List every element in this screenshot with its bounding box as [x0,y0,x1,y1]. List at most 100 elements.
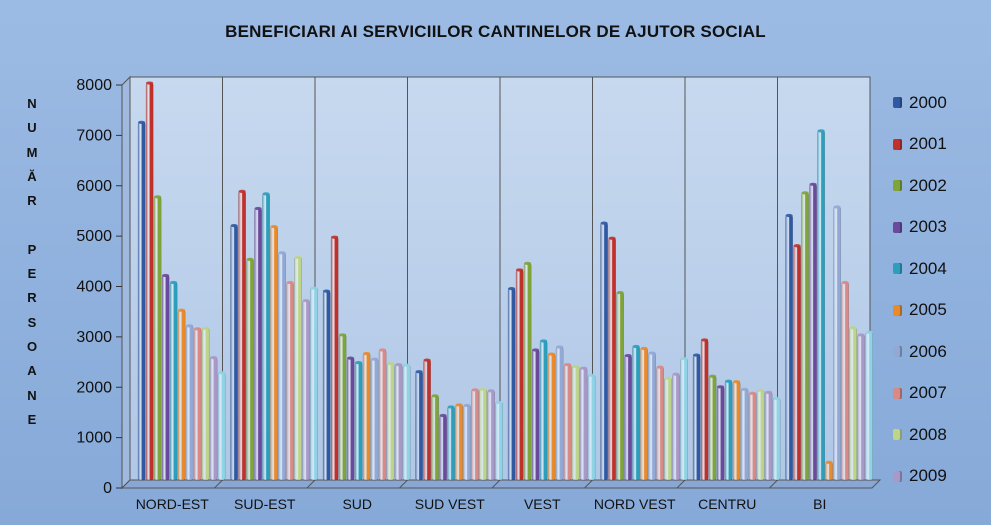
bar-body [664,377,672,481]
bar [857,333,865,481]
bar-top [154,195,162,199]
bar-top [648,351,656,355]
bar [656,365,664,481]
bar-top [395,363,403,367]
bar [423,358,431,481]
bar-body [209,357,218,481]
bar [286,280,294,481]
bar-top [310,286,318,290]
bar-body [161,275,170,481]
bar-body [740,389,749,481]
bar-top [194,327,202,331]
category-floor-line [214,479,223,489]
bar [169,280,178,481]
legend-label: 2009 [909,466,947,486]
bar-body [732,381,741,481]
y-tick-label: 0 [103,480,112,497]
bar-top [757,388,765,392]
bar [447,405,455,481]
legend-label: 2004 [909,258,947,278]
bar-body [386,363,395,481]
bar-top [709,374,717,378]
bar-body [262,193,270,481]
bar [455,403,463,481]
bar [338,333,347,481]
bar-top [423,358,431,362]
bar-body [246,259,254,481]
bar-top [178,308,186,312]
bar-top [355,361,363,365]
bar [209,355,218,481]
bar [495,400,503,481]
bar-body [354,362,363,481]
bar [700,338,709,481]
bar-body [310,287,318,481]
bar [692,353,701,481]
bar-body [254,208,262,481]
bar [201,326,210,481]
bar [716,385,725,481]
bar-top [817,129,825,133]
bar-body [322,290,331,481]
bar-top [339,333,347,337]
bar-top [138,120,146,124]
bar-top [632,344,640,349]
bar-top [439,413,447,418]
bar [310,286,318,481]
bar-top [162,273,170,278]
x-tick-label: BI [813,496,826,512]
bar [193,327,202,481]
bar-top [447,405,455,409]
legend-swatch [893,387,902,399]
bar-top [387,362,395,366]
bar-top [202,326,210,330]
bar [841,280,849,481]
bar-body [756,390,765,481]
y-tick-label: 7000 [76,127,112,144]
bar-top [371,357,379,361]
bar-top [323,289,331,293]
bar [817,129,825,481]
y-tick-label: 8000 [76,77,112,94]
bar-body [495,402,503,481]
bar-body [431,395,439,481]
bar [756,388,765,481]
bar [262,192,270,481]
bar-body [507,288,516,481]
bar-top [801,191,809,195]
bar [547,352,556,481]
bar-top [532,348,540,352]
bar-top [785,213,793,218]
bar-body [801,192,809,481]
legend-label: 2002 [909,175,947,195]
chart-title: BENEFICIARI AI SERVICIILOR CANTINELOR DE… [225,22,766,41]
bar-body [865,332,873,481]
bar-top [588,373,596,377]
bar-top [572,365,580,369]
legend-swatch [893,304,902,316]
bar-body [479,389,487,481]
bar [479,387,487,481]
bar-body [169,282,178,481]
legend-swatch [893,138,902,150]
y-axis-label: N U M Ă R P E R S O A N E [26,96,38,427]
legend-label: 2003 [909,217,947,237]
bar [185,324,194,481]
bar-body [648,352,656,481]
bar [394,363,403,481]
category-floor-line [584,479,593,489]
bar-top [495,400,503,405]
bar [571,365,580,481]
bar-body [330,236,339,481]
bar-body [238,191,246,481]
bar-top [238,189,246,193]
bar-top [270,225,278,229]
bar-top [849,326,857,330]
bar-body [764,392,773,481]
bar-top [463,403,471,408]
bar-top [717,385,725,389]
bar-top [524,261,532,265]
bar-top [278,251,286,255]
legend-item: 2002 [893,165,985,207]
